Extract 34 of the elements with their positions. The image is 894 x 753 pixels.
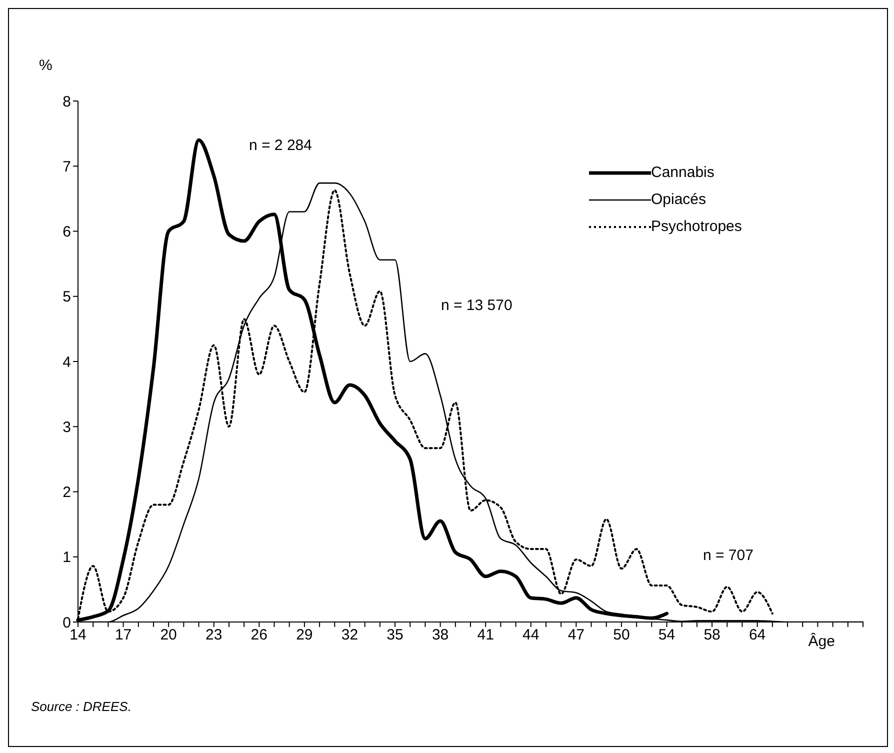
x-tick-label: 20 xyxy=(160,626,177,644)
x-tick-label: 29 xyxy=(296,626,313,644)
x-tick-label: 14 xyxy=(70,626,86,644)
y-tick-label: 0 xyxy=(62,614,71,632)
x-tick-label: 23 xyxy=(206,626,222,644)
annotation: n = 707 xyxy=(703,547,754,564)
x-tick-label: 38 xyxy=(432,626,449,644)
x-tick-label: 26 xyxy=(250,626,268,644)
x-tick-label: 50 xyxy=(613,626,630,644)
y-tick-label: 4 xyxy=(62,354,71,371)
x-tick-label: 47 xyxy=(568,626,585,644)
y-tick-label: 1 xyxy=(62,549,71,566)
annotation: n = 2 284 xyxy=(249,137,312,154)
annotation: n = 13 570 xyxy=(441,297,512,314)
y-tick-label: 6 xyxy=(62,224,71,241)
x-tick-label: 44 xyxy=(522,626,540,644)
source-note: Source : DREES. xyxy=(31,699,132,714)
y-tick-label: 3 xyxy=(62,418,71,436)
legend-label: Psychotropes xyxy=(651,218,742,235)
y-axis-title: % xyxy=(39,57,52,74)
x-tick-label: 17 xyxy=(114,626,132,644)
x-axis-title: Âge xyxy=(808,632,835,650)
y-tick-label: 5 xyxy=(62,288,71,306)
x-tick-label: 54 xyxy=(658,626,676,644)
y-tick-label: 8 xyxy=(62,93,71,110)
x-tick-label: 41 xyxy=(477,626,494,644)
x-tick-label: 58 xyxy=(704,626,720,644)
legend-label: Cannabis xyxy=(651,164,714,181)
x-tick-label: 64 xyxy=(748,626,766,644)
x-tick-label: 32 xyxy=(341,626,358,644)
y-tick-label: 7 xyxy=(62,158,71,176)
y-tick-label: 2 xyxy=(62,484,71,502)
legend-label: Opiacés xyxy=(651,191,706,208)
x-tick-label: 35 xyxy=(386,626,404,644)
